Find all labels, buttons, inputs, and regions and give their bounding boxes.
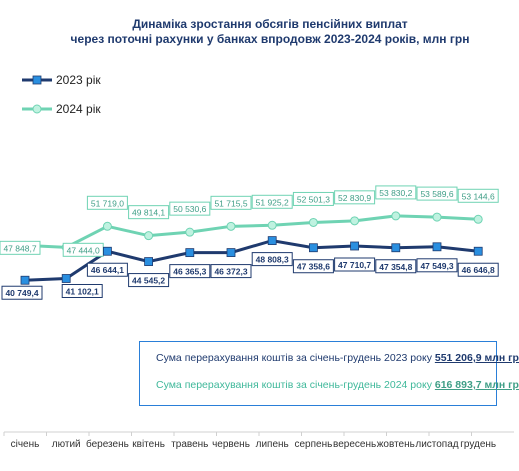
data-label-box-2023-6 xyxy=(251,252,293,267)
data-label-box-2024-5 xyxy=(210,195,252,210)
legend-label-2024: 2024 рік xyxy=(56,101,101,116)
data-label-2024-9: 53 830,2 xyxy=(379,188,412,198)
point-2024-8 xyxy=(350,216,360,226)
data-label-2024-10: 53 589,6 xyxy=(420,189,453,199)
data-label-box-2024-3 xyxy=(128,205,170,220)
point-2023-3 xyxy=(144,257,154,266)
data-label-box-2023-1 xyxy=(61,283,103,298)
chart-title-line2: через поточні рахунки у банках впродовж … xyxy=(70,32,470,46)
point-2023-5 xyxy=(226,248,236,257)
data-label-2024-2: 51 719,0 xyxy=(91,198,124,208)
point-2023-11 xyxy=(473,246,483,256)
point-2024-6 xyxy=(267,220,277,230)
point-2024-5 xyxy=(226,221,236,231)
point-2023-4 xyxy=(185,248,195,258)
data-label-2024-1: 47 444,0 xyxy=(67,245,100,255)
data-label-box-2024-2 xyxy=(86,195,128,210)
data-label-box-2023-8 xyxy=(334,257,376,272)
x-tick-label-10: листопад xyxy=(415,439,458,450)
data-label-box-2023-11 xyxy=(457,262,499,277)
summary-box: Сума перерахування коштів за січень-груд… xyxy=(139,341,519,406)
point-2024-10 xyxy=(432,212,442,222)
data-label-box-2024-9 xyxy=(375,185,417,200)
x-tick-label-7: серпень xyxy=(294,439,332,450)
data-label-box-2023-0 xyxy=(1,285,43,300)
data-label-box-2023-3 xyxy=(128,273,170,288)
data-label-2023-5: 46 372,3 xyxy=(214,267,247,277)
point-2023-8 xyxy=(350,241,360,251)
point-2023-9 xyxy=(391,243,401,253)
data-label-box-2024-4 xyxy=(169,201,211,216)
point-2024-11 xyxy=(473,214,483,224)
data-label-2024-0: 47 848,7 xyxy=(3,243,36,253)
summary-2024-value: 616 893,7 млн грн xyxy=(434,379,519,391)
point-2023-0 xyxy=(20,275,30,285)
x-tick-label-11: грудень xyxy=(460,439,496,450)
data-label-2023-8: 47 710,7 xyxy=(338,260,371,270)
data-label-2023-0: 40 749,4 xyxy=(5,288,38,298)
series-2024-line xyxy=(24,214,479,249)
x-tick-label-8: вересень xyxy=(333,439,376,450)
legend-item-2024: 2024 рік xyxy=(22,101,101,116)
data-label-box-2024-10 xyxy=(416,186,458,201)
point-2024-2 xyxy=(102,221,112,231)
summary-2023-value: 551 206,9 млн грн xyxy=(434,352,519,364)
point-2024-3 xyxy=(144,231,154,241)
data-label-2023-2: 46 644,1 xyxy=(91,265,124,275)
data-label-box-2024-11 xyxy=(457,188,499,203)
data-label-2024-4: 50 530,6 xyxy=(173,204,206,214)
data-label-2023-4: 46 365,3 xyxy=(173,267,206,277)
x-tick-label-4: травень xyxy=(171,439,208,450)
summary-2024: Сума перерахування коштів за січень-груд… xyxy=(156,379,519,391)
data-label-2023-1: 41 102,1 xyxy=(66,286,99,296)
data-label-box-2024-0 xyxy=(0,240,41,255)
data-label-box-2023-10 xyxy=(416,258,458,273)
point-2024-4 xyxy=(185,227,195,237)
data-label-2023-11: 46 646,8 xyxy=(462,265,495,275)
point-2023-1 xyxy=(61,274,71,283)
data-label-2023-3: 44 545,2 xyxy=(132,276,165,286)
data-label-box-2023-9 xyxy=(375,259,417,274)
data-label-2023-7: 47 358,6 xyxy=(297,262,330,272)
point-2023-7 xyxy=(308,243,318,253)
x-tick-label-6: липень xyxy=(256,439,289,450)
summary-2024-text: Сума перерахування коштів за січень-груд… xyxy=(156,379,435,391)
data-label-box-2024-7 xyxy=(292,191,334,206)
legend-item-2023: 2023 рік xyxy=(22,72,101,87)
data-label-2024-6: 51 925,2 xyxy=(256,197,289,207)
data-label-2024-5: 51 715,5 xyxy=(214,198,247,208)
x-tick-label-5: червень xyxy=(212,439,250,450)
point-2023-2 xyxy=(103,246,112,256)
data-label-2023-9: 47 354,8 xyxy=(379,262,412,272)
legend-label-2023: 2023 рік xyxy=(56,72,101,87)
chart-title: Динаміка зростання обсягів пенсійних вип… xyxy=(60,17,480,47)
point-2023-6 xyxy=(267,236,277,246)
legend-marker-2023 xyxy=(22,75,52,85)
data-label-box-2023-4 xyxy=(169,264,211,279)
chart-title-line1: Динаміка зростання обсягів пенсійних вип… xyxy=(132,17,408,31)
data-label-2023-10: 47 549,3 xyxy=(420,261,453,271)
x-tick-label-2: березень xyxy=(86,438,129,450)
point-2024-7 xyxy=(308,217,318,227)
data-label-box-2024-6 xyxy=(251,194,293,209)
data-label-box-2023-7 xyxy=(292,259,334,274)
data-label-2023-6: 48 808,3 xyxy=(256,255,289,265)
x-tick-label-3: квітень xyxy=(132,439,165,450)
summary-2023: Сума перерахування коштів за січень-груд… xyxy=(156,352,519,364)
point-2024-9 xyxy=(391,211,401,221)
data-label-box-2023-5 xyxy=(210,264,252,279)
data-label-2024-8: 52 830,9 xyxy=(338,193,371,203)
data-label-2024-11: 53 144,6 xyxy=(462,191,495,201)
x-tick-label-9: жовтень xyxy=(377,439,415,450)
data-label-box-2023-2 xyxy=(86,262,128,277)
summary-2023-text: Сума перерахування коштів за січень-груд… xyxy=(156,352,435,364)
data-label-2024-3: 49 814,1 xyxy=(132,208,165,218)
x-tick-label-1: лютий xyxy=(52,439,81,450)
legend-marker-2024 xyxy=(22,104,52,114)
data-label-box-2024-8 xyxy=(334,190,376,205)
point-2023-10 xyxy=(432,242,442,252)
x-tick-label-0: січень xyxy=(11,439,40,450)
data-label-2024-7: 52 501,3 xyxy=(297,194,330,204)
